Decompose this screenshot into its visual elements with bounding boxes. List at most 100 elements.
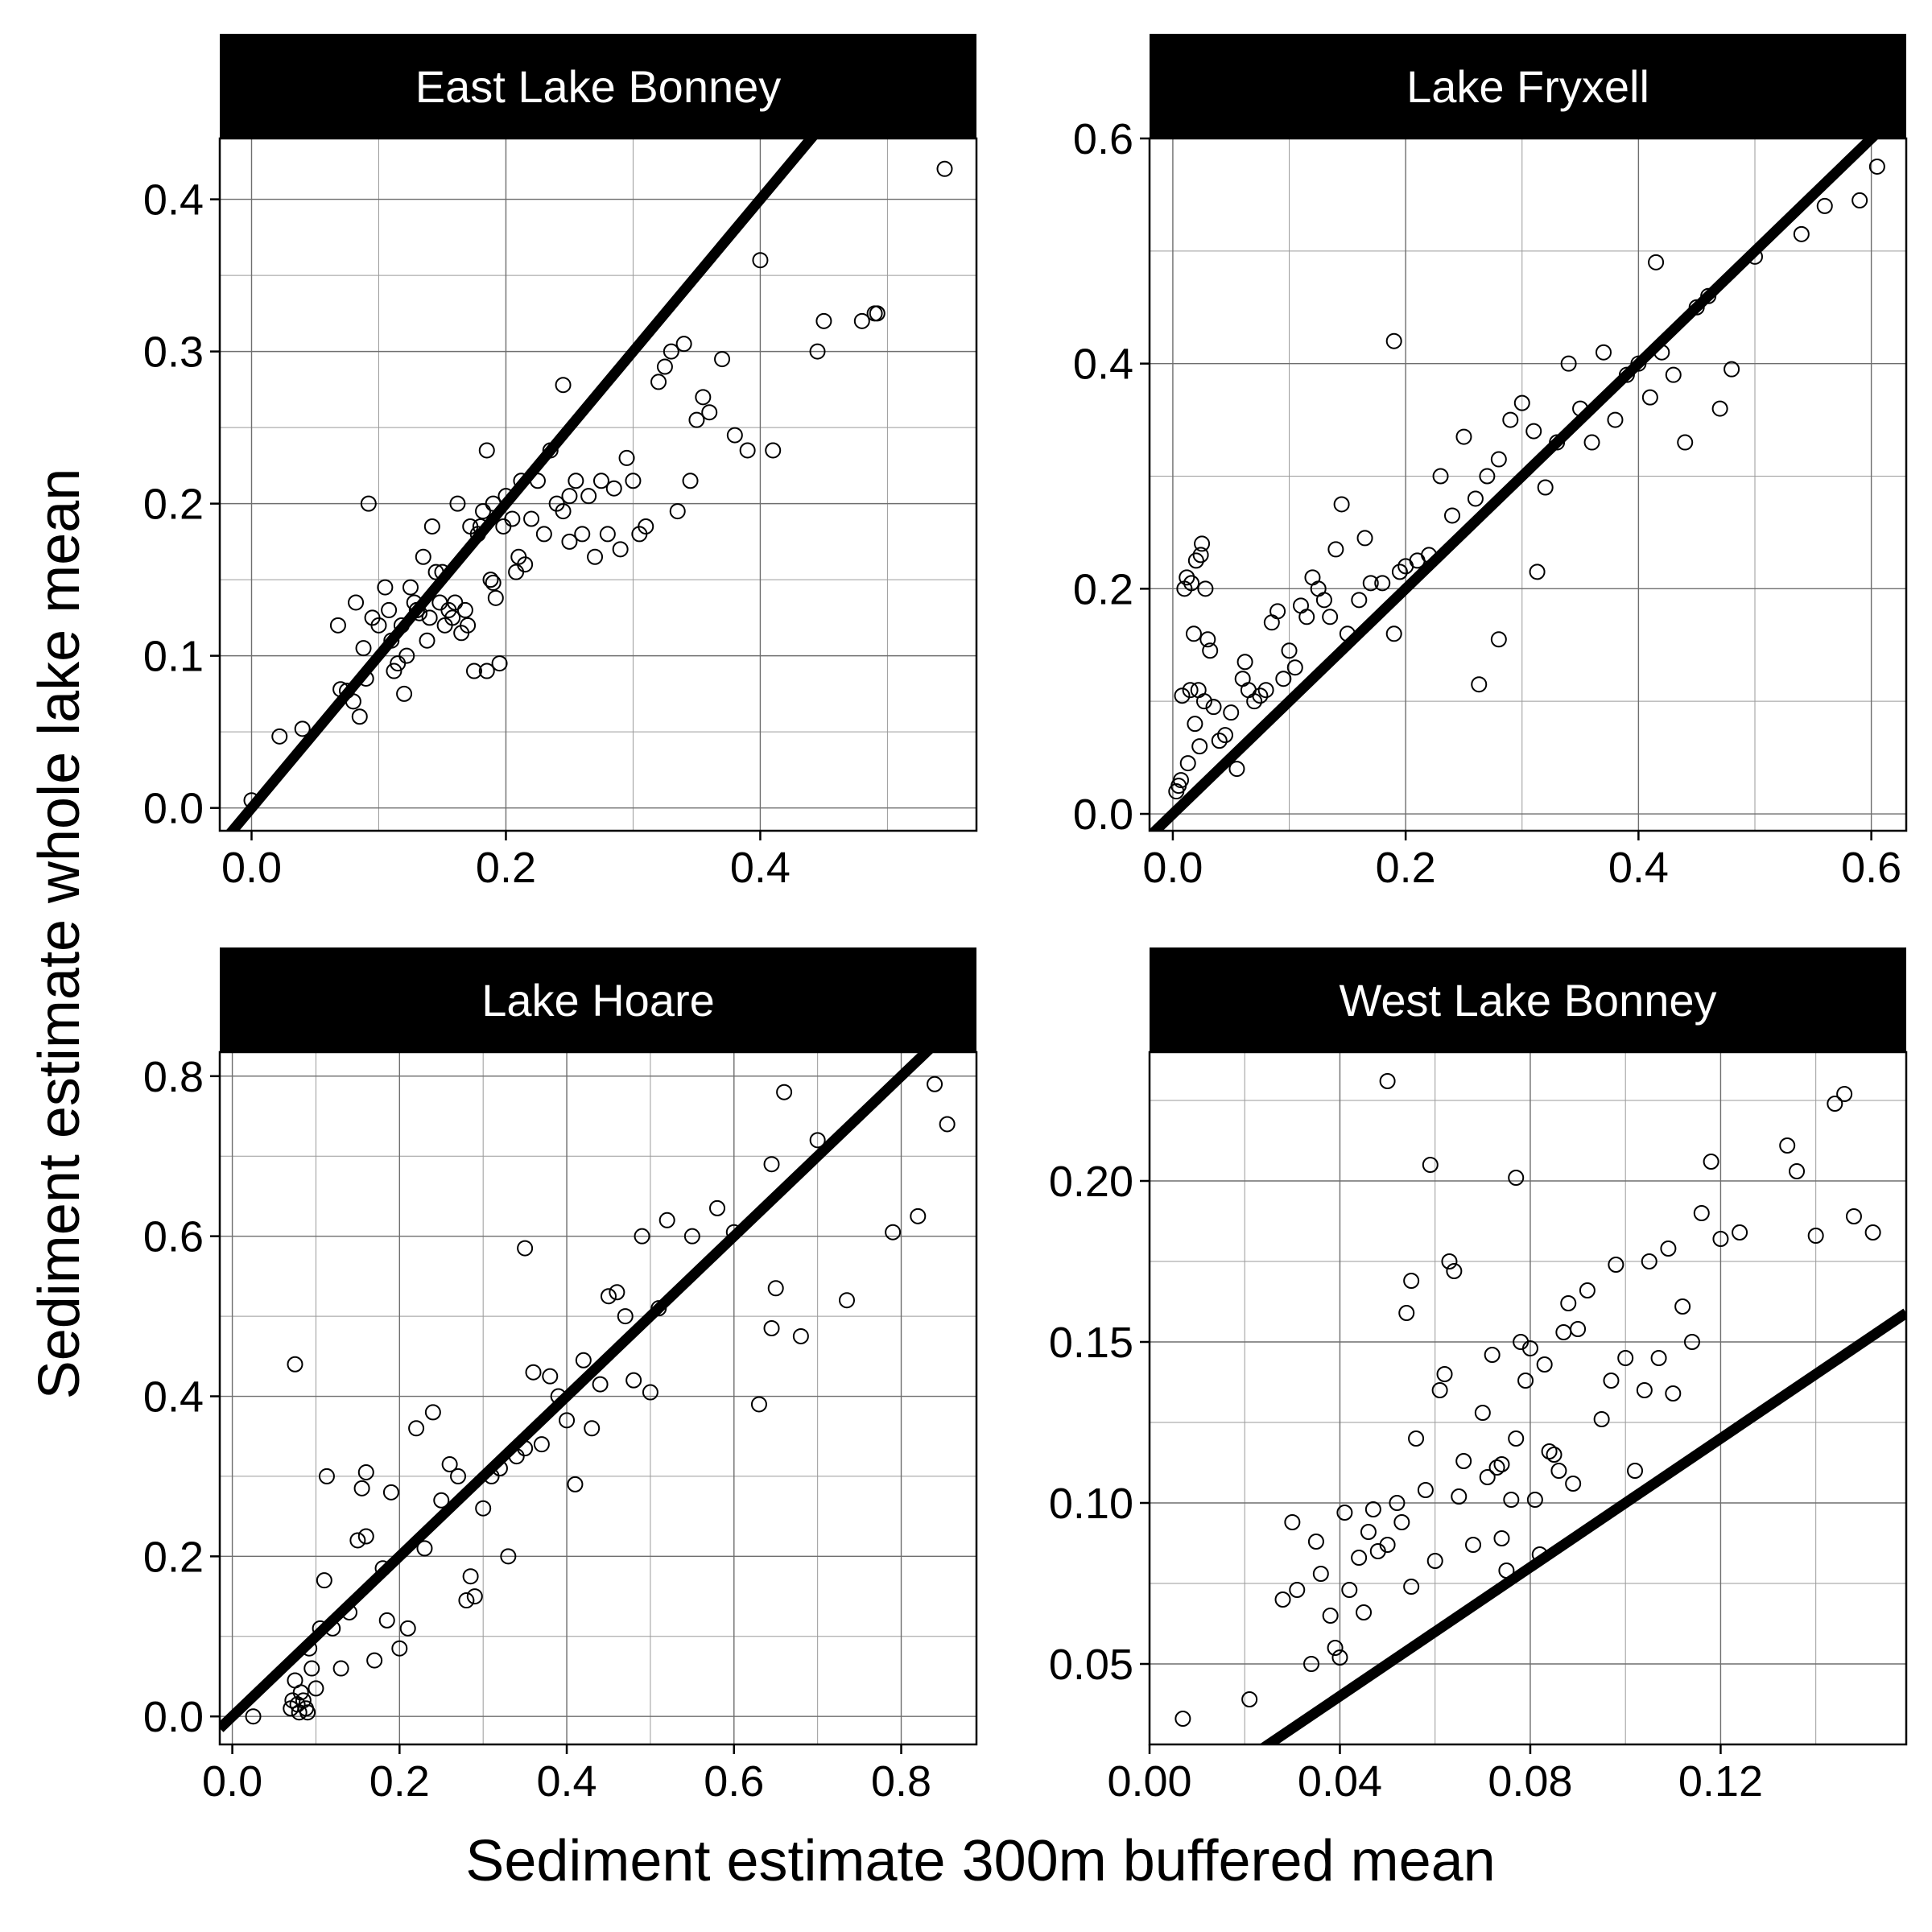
data-point — [517, 556, 534, 573]
data-point — [1246, 693, 1263, 710]
data-point — [638, 518, 654, 535]
data-point — [682, 473, 699, 489]
data-point — [421, 609, 438, 626]
data-point — [341, 1604, 357, 1620]
data-point — [634, 1228, 650, 1245]
data-point — [1711, 400, 1728, 417]
data-point — [398, 647, 415, 664]
data-point — [374, 1560, 391, 1577]
data-point — [508, 1448, 525, 1465]
data-point — [1307, 1534, 1324, 1550]
data-point — [1303, 1656, 1320, 1672]
data-point — [1630, 355, 1647, 372]
data-point — [1474, 1405, 1491, 1421]
data-point — [1217, 727, 1233, 744]
data-point — [809, 1132, 826, 1149]
panel-frame — [1148, 1051, 1908, 1746]
data-point — [1493, 1530, 1510, 1546]
data-point — [1479, 1469, 1496, 1485]
data-point — [491, 655, 508, 672]
data-point — [1793, 225, 1810, 242]
data-point — [345, 693, 361, 710]
data-point — [497, 488, 514, 505]
data-point — [1431, 1382, 1448, 1398]
x-tick-label: 0.0 — [202, 1757, 262, 1806]
data-point — [482, 572, 499, 588]
data-point — [1529, 564, 1546, 580]
data-point — [1467, 490, 1484, 507]
data-point — [1593, 1411, 1610, 1427]
data-point — [752, 252, 769, 269]
x-tick-label: 0.0 — [221, 844, 282, 892]
y-tick-label: 0.4 — [143, 1373, 204, 1422]
data-point — [487, 589, 504, 606]
data-point — [612, 541, 629, 558]
x-tick-label: 0.08 — [1488, 1757, 1572, 1806]
data-point — [1190, 682, 1207, 699]
data-point — [587, 548, 604, 565]
data-point — [1789, 1163, 1806, 1179]
data-point — [504, 510, 521, 527]
data-point — [1446, 1263, 1463, 1279]
data-point — [605, 480, 622, 497]
data-point — [584, 1420, 601, 1437]
data-point — [809, 343, 826, 360]
x-tick-label: 0.04 — [1298, 1757, 1382, 1806]
panel-4: West Lake Bonney 0.00 0.04 0.08 0.12 0.05 0.10… — [1049, 947, 1908, 1806]
data-point — [617, 1308, 634, 1325]
data-point — [1650, 1350, 1667, 1366]
data-point — [1868, 158, 1885, 175]
panel-strip — [220, 34, 976, 138]
one-to-one-line — [1150, 138, 1879, 831]
x-tick-label: 0.0 — [1142, 844, 1203, 892]
data-point — [308, 1680, 324, 1697]
data-point — [243, 792, 260, 809]
data-point — [450, 1468, 467, 1484]
data-point — [1421, 547, 1438, 564]
data-point — [1195, 693, 1212, 710]
data-point — [1298, 609, 1315, 625]
data-point — [316, 1572, 332, 1589]
data-point — [1191, 738, 1208, 755]
data-point — [763, 1320, 780, 1337]
y-tick-label: 0.3 — [143, 328, 204, 377]
data-point — [349, 1532, 366, 1549]
y-tick-label: 0.1 — [143, 633, 204, 681]
data-point — [1228, 761, 1245, 778]
data-point — [1513, 394, 1530, 411]
data-point — [927, 1075, 943, 1092]
data-point — [1173, 772, 1190, 789]
data-point — [1550, 1463, 1567, 1479]
data-point — [1379, 1537, 1396, 1553]
data-point — [295, 1692, 312, 1709]
data-point — [939, 1116, 956, 1133]
y-tick-label: 0.05 — [1049, 1641, 1133, 1689]
data-point — [1286, 659, 1303, 676]
data-point — [1436, 1366, 1453, 1382]
data-point — [533, 1436, 550, 1453]
panel-title: East Lake Bonney — [415, 61, 782, 112]
data-point — [1526, 1492, 1543, 1508]
data-point — [1182, 682, 1199, 699]
data-point — [495, 518, 512, 535]
data-point — [1362, 575, 1379, 592]
y-axis-title: Sediment estimate whole lake mean — [27, 469, 92, 1400]
data-point — [1517, 1373, 1534, 1389]
data-point — [559, 1412, 576, 1429]
data-point — [312, 1620, 328, 1637]
data-point — [1525, 423, 1542, 440]
data-points — [1168, 158, 1885, 800]
data-point — [424, 1404, 441, 1421]
data-point — [1490, 451, 1507, 468]
data-point — [458, 1592, 475, 1609]
data-point — [763, 1156, 780, 1173]
data-point — [1683, 1334, 1700, 1350]
data-point — [449, 495, 466, 512]
data-point — [301, 1640, 318, 1657]
data-point — [1269, 603, 1286, 620]
data-point — [1422, 1157, 1439, 1173]
data-point — [1293, 597, 1309, 614]
data-point — [1174, 687, 1191, 704]
data-point — [1747, 248, 1763, 265]
data-point — [1331, 1649, 1348, 1666]
